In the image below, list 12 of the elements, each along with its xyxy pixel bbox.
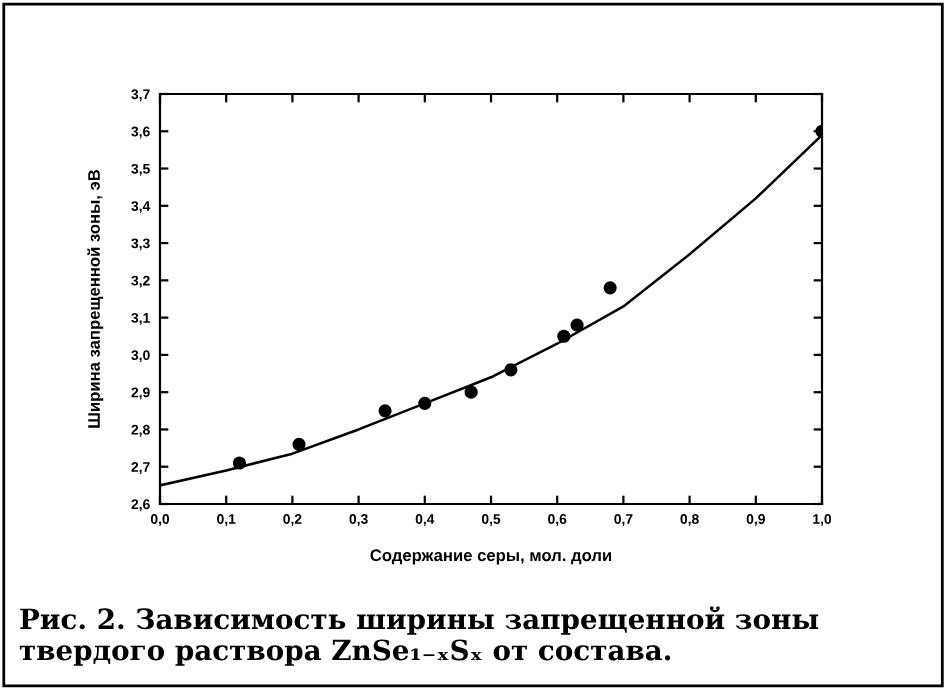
point <box>292 437 306 451</box>
point <box>232 456 247 470</box>
point <box>418 396 432 410</box>
point <box>378 404 392 418</box>
point <box>464 385 478 399</box>
x-axis-title: Содержание серы, мол. доли <box>370 549 612 565</box>
point <box>603 281 617 295</box>
point <box>570 318 584 332</box>
point <box>557 329 571 343</box>
point <box>504 363 518 377</box>
text: Рис. 2. Зависимость ширины запрещенной зоны твердого раствора ZnSe₁₋ₓSₓ от состава. <box>19 606 819 666</box>
y-axis-title: Ширина запрещенной зоны, эВ <box>87 169 104 428</box>
